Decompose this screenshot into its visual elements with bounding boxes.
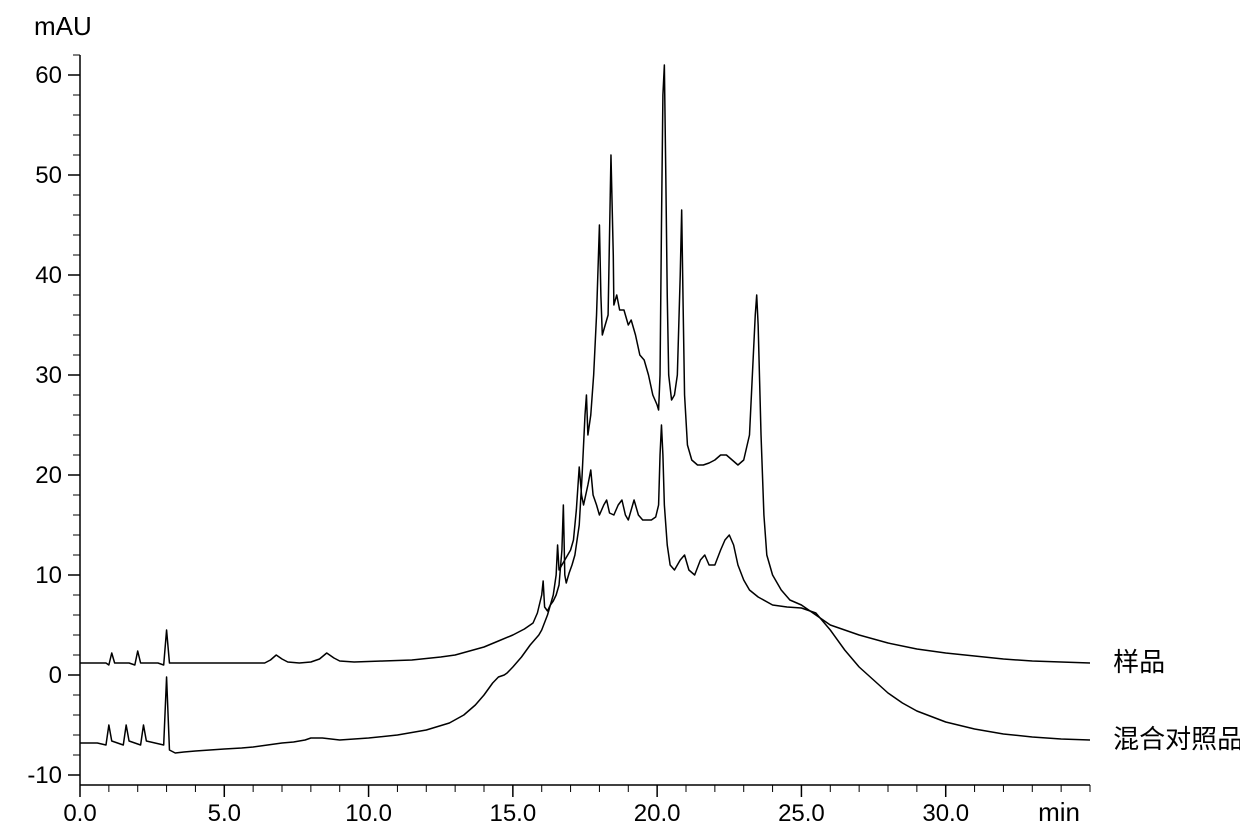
chromatogram-chart: 0.0 5.0 10.0 15.0 20.0 25.0 30.0 min -10 0 10 20 30 4… bbox=[0, 0, 1240, 824]
y-tick-label: -10 bbox=[27, 762, 62, 789]
chart-svg: 0.0 5.0 10.0 15.0 20.0 25.0 30.0 min -10 0 10 20 30 4… bbox=[0, 0, 1240, 824]
y-tick-label: 30 bbox=[35, 362, 62, 389]
x-tick-label: 30.0 bbox=[922, 800, 969, 824]
x-tick-label: 15.0 bbox=[489, 800, 536, 824]
y-tick-label: 10 bbox=[35, 562, 62, 589]
trace-mixed-reference bbox=[80, 425, 1090, 753]
legend-sample: 样品 bbox=[1113, 647, 1165, 677]
y-axis-label: mAU bbox=[34, 11, 92, 41]
legend-mixed-reference: 混合对照品 bbox=[1113, 724, 1240, 754]
x-tick-label: 5.0 bbox=[208, 800, 241, 824]
x-tick-label: 20.0 bbox=[634, 800, 681, 824]
y-tick-label: 40 bbox=[35, 262, 62, 289]
x-axis-label: min bbox=[1038, 797, 1080, 824]
y-tick-label: 0 bbox=[49, 662, 62, 689]
trace-sample bbox=[80, 65, 1090, 665]
x-tick-label: 0.0 bbox=[63, 800, 96, 824]
x-tick-label: 10.0 bbox=[345, 800, 392, 824]
y-tick-label: 50 bbox=[35, 162, 62, 189]
y-tick-label: 20 bbox=[35, 462, 62, 489]
y-tick-label: 60 bbox=[35, 62, 62, 89]
x-tick-label: 25.0 bbox=[778, 800, 825, 824]
